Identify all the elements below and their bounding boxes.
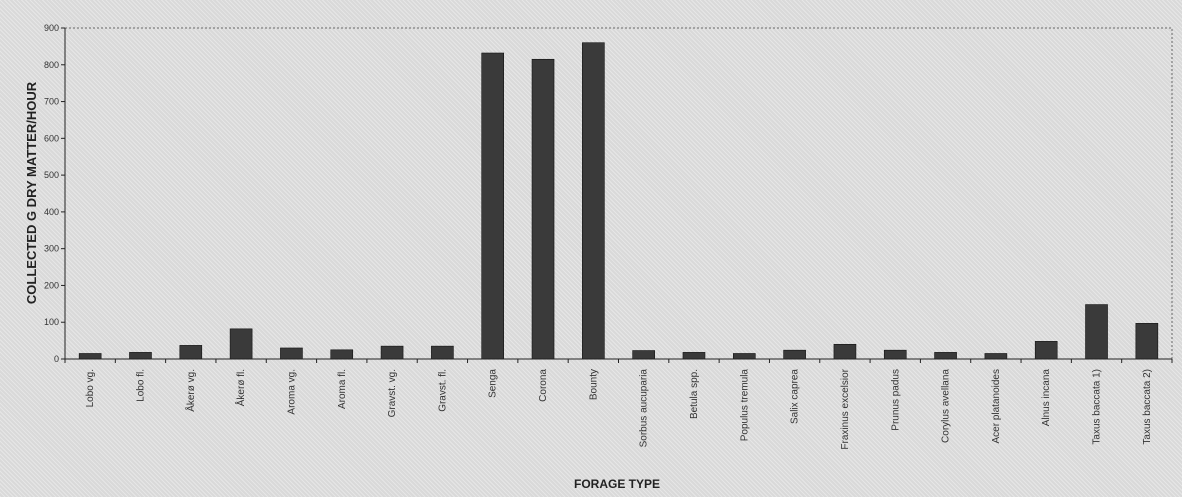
bar <box>229 328 253 360</box>
bar <box>179 345 203 360</box>
x-tick-label: Taxus baccata 1) <box>1092 369 1103 445</box>
bar <box>883 349 907 360</box>
bar <box>481 52 505 360</box>
x-tick-label: Senga <box>488 369 499 398</box>
bar <box>1135 323 1159 360</box>
bar <box>1085 304 1108 360</box>
x-tick-label: Betula spp. <box>689 369 700 419</box>
y-tick-label: 900 <box>44 23 59 33</box>
y-tick-label: 500 <box>44 170 59 180</box>
x-tick-label: Alnus incana <box>1041 369 1052 427</box>
x-tick-label: Gravst. fl. <box>437 369 448 412</box>
y-tick-label: 0 <box>54 354 59 364</box>
y-axis: 0 100 200 300 400 500 600 700 800 900 <box>44 23 65 364</box>
bar <box>78 353 102 360</box>
x-tick-label: Populus tremula <box>739 369 750 442</box>
y-tick-label: 800 <box>44 60 59 70</box>
x-tick-label: Salix caprea <box>790 369 801 424</box>
x-tick-label: Sorbus aucuparia <box>639 369 650 448</box>
x-tick-label: Fraxinus excelsior <box>840 368 851 449</box>
bar <box>632 350 655 360</box>
x-tick-label: Corona <box>538 369 549 402</box>
x-tick-label: Aroma vg. <box>286 369 297 415</box>
x-tick-label: Gravst. vg. <box>387 369 398 417</box>
bar <box>531 58 555 360</box>
x-axis-title: FORAGE TYPE <box>574 477 660 491</box>
bar <box>280 347 303 360</box>
x-tick-label: Lobo vg. <box>85 369 96 407</box>
plot-area <box>64 27 1173 360</box>
bar <box>934 352 957 360</box>
bar <box>732 353 756 360</box>
x-tick-label: Prunus padus <box>890 369 901 431</box>
y-tick-label: 400 <box>44 207 59 217</box>
y-tick-label: 600 <box>44 133 59 143</box>
x-tick-label: Acer platanoides <box>991 369 1002 444</box>
y-tick-label: 300 <box>44 244 59 254</box>
bar <box>582 42 605 360</box>
x-axis: Lobo vg. Lobo fl. Åkerø vg. Åkerø fl. Aroma … <box>64 359 1173 450</box>
bar <box>682 352 706 360</box>
bar <box>129 352 152 360</box>
x-tick-label: Åkerø vg. <box>184 369 197 412</box>
bars <box>78 42 1159 360</box>
bar <box>1034 341 1058 360</box>
x-tick-label: Bounty <box>588 369 599 400</box>
x-tick-label: Lobo fl. <box>135 369 146 402</box>
y-axis-title: COLLECTED G DRY MATTER/HOUR <box>24 81 39 304</box>
y-tick-label: 700 <box>44 97 59 107</box>
bar <box>833 343 857 360</box>
bar <box>330 349 354 360</box>
bar <box>783 349 806 360</box>
bar <box>431 345 454 360</box>
bar <box>984 353 1008 360</box>
y-tick-label: 100 <box>44 317 59 327</box>
x-tick-label: Aroma fl. <box>337 369 348 409</box>
x-tick-label: Corylus avellana <box>941 369 952 443</box>
x-tick-label: Taxus baccata 2) <box>1142 369 1153 445</box>
bar <box>380 345 404 360</box>
y-tick-label: 200 <box>44 280 59 290</box>
x-tick-label: Åkerø fl. <box>234 369 247 406</box>
